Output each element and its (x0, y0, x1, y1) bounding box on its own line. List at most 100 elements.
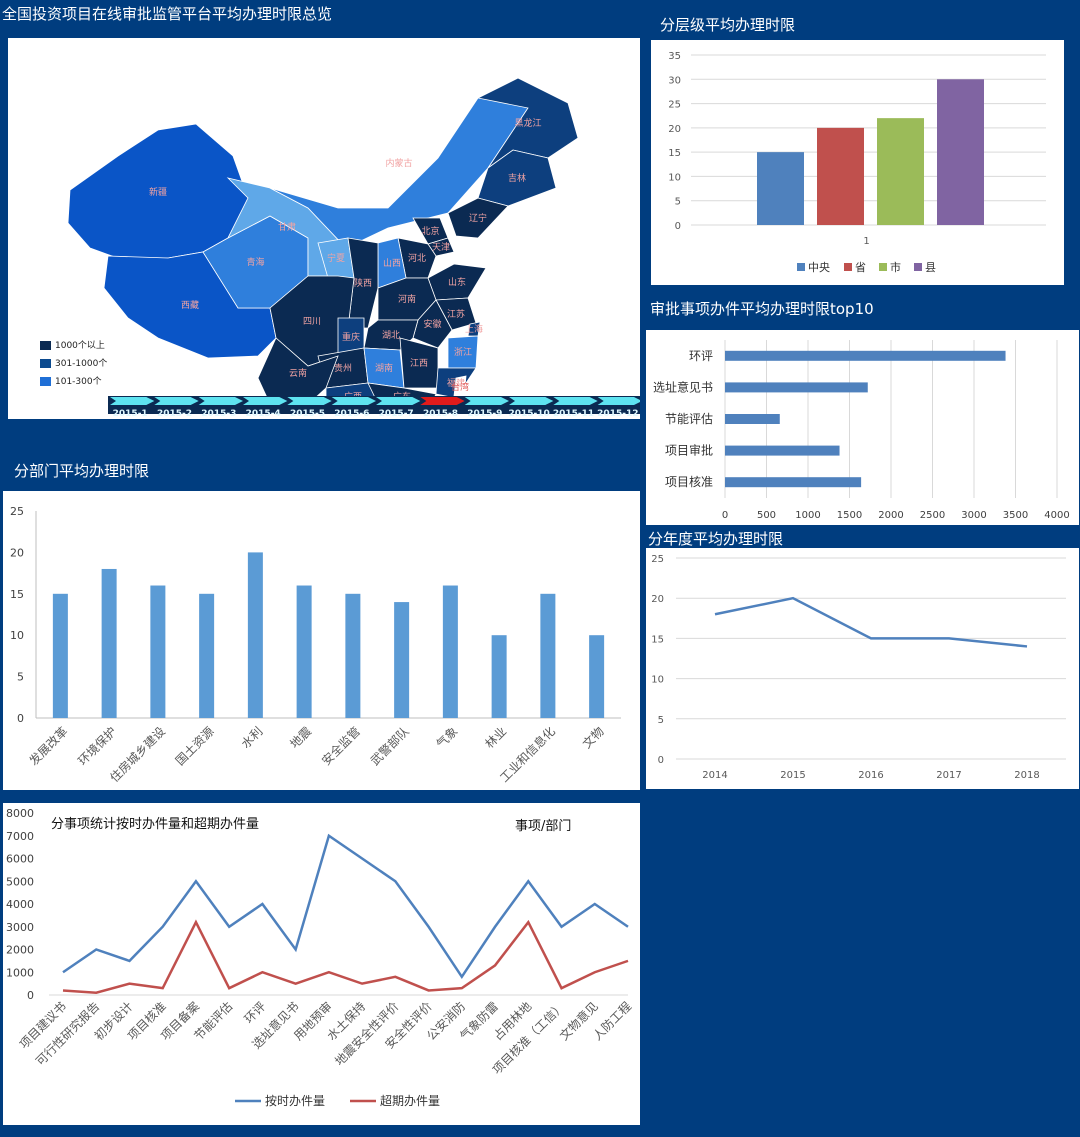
bar (817, 127, 864, 225)
legend-swatch (40, 341, 51, 350)
y-tick-label: 5 (658, 715, 664, 726)
bar (725, 445, 840, 456)
y-tick-label: 15 (10, 588, 24, 601)
map-legend: 1000个以上 301-1000个 101-300个 (40, 337, 107, 391)
timeline-label[interactable]: 2015-6 (334, 409, 369, 419)
dept-chart-panel: 0 5 10 15 20 25 发展改革 环境保护 住房城乡建设 国土资源 水利 地震 安全监管 武警部队… (3, 491, 640, 790)
y-tick-label: 20 (10, 546, 24, 559)
y-tick-label: 25 (10, 505, 24, 518)
timeline-label[interactable]: 2015-11 (553, 409, 594, 419)
level-chart-panel: 0 5 10 15 20 25 30 35 1 中央 省 市 县 (651, 40, 1064, 285)
legend-label: 1000个以上 (55, 341, 105, 351)
x-tick-label: 2017 (936, 770, 961, 781)
region-label: 吉林 (508, 172, 526, 184)
region-label: 陕西 (354, 277, 372, 289)
y-category-label: 项目审批 (665, 443, 713, 458)
timeline-label[interactable]: 2015-2 (157, 409, 192, 419)
x-tick-label: 文物 (579, 724, 607, 752)
legend-label: 301-1000个 (55, 359, 108, 369)
level-chart-title: 分层级平均办理时限 (660, 16, 796, 34)
region-label: 内蒙古 (385, 157, 412, 169)
x-tick-label: 2016 (858, 770, 883, 781)
region-label: 山西 (383, 258, 401, 269)
bar (491, 635, 507, 718)
bar (877, 118, 924, 225)
timeline-arrow (376, 397, 421, 405)
timeline-label[interactable]: 2015-5 (290, 409, 325, 419)
legend-swatch (40, 377, 51, 386)
x-tick-label: 2015 (780, 770, 805, 781)
timeline-label[interactable]: 2015-12 (597, 409, 638, 419)
timeline-arrow (287, 397, 332, 405)
level-chart: 0 5 10 15 20 25 30 35 1 中央 省 市 县 (668, 51, 1046, 274)
region-label: 天津 (432, 242, 450, 253)
legend-swatch (40, 359, 51, 368)
timeline-label[interactable]: 2015-10 (509, 409, 550, 419)
bar (345, 593, 361, 718)
x-tick-label: 4000 (1044, 510, 1069, 521)
bar (442, 585, 458, 718)
legend-item: 101-300个 (40, 373, 107, 391)
timeline-label[interactable]: 2015-3 (201, 409, 236, 419)
region-label: 西藏 (181, 299, 199, 311)
bar (725, 414, 780, 424)
year-chart-title: 分年度平均办理时限 (648, 530, 784, 548)
region-label: 河南 (398, 293, 416, 305)
series-line (62, 919, 629, 994)
y-tick-label: 5000 (6, 875, 34, 888)
y-tick-label: 1000 (6, 966, 34, 979)
region-label: 山东 (448, 276, 466, 288)
y-tick-label: 5 (17, 671, 24, 684)
y-tick-label: 25 (668, 100, 681, 111)
region-label: 重庆 (342, 331, 360, 343)
timeline-arrow (154, 397, 199, 405)
y-tick-label: 15 (651, 634, 664, 645)
region-liaoning[interactable] (447, 197, 509, 239)
y-tick-label: 10 (651, 675, 664, 686)
legend-label: 县 (925, 261, 936, 274)
timeline-label[interactable]: 2015-1 (113, 409, 148, 419)
region-label: 辽宁 (469, 212, 487, 224)
x-tick-label: 水利 (239, 724, 266, 751)
items-chart: 分事项统计按时办件量和超期办件量 事项/部门 0 1000 2000 3000 4000… (6, 807, 634, 1108)
region-label: 江西 (410, 358, 428, 369)
timeline-label[interactable]: 2015-4 (246, 409, 281, 419)
x-tick-label: 2000 (878, 510, 903, 521)
region-label: 江苏 (447, 308, 465, 320)
bar (101, 568, 117, 718)
x-tick-label: 2014 (702, 770, 727, 781)
x-tick-label: 1500 (837, 510, 862, 521)
region-label: 宁夏 (327, 252, 345, 264)
bar (540, 593, 556, 718)
x-tick-label: 国土资源 (173, 724, 217, 768)
timeline-arrow (198, 397, 243, 405)
legend-swatch (914, 263, 922, 271)
region-label: 北京 (421, 225, 439, 237)
y-tick-label: 4000 (6, 898, 34, 911)
timeline[interactable]: 2015-1 2015-2 2015-3 2015-4 2015-5 2015-6 2015… (108, 396, 640, 419)
region-tibet[interactable] (103, 251, 277, 359)
bar (150, 585, 166, 718)
region-label: 黑龙江 (514, 117, 541, 129)
legend-item: 1000个以上 (40, 337, 107, 355)
region-label: 上海 (465, 323, 483, 335)
region-label: 河北 (408, 252, 426, 264)
top10-chart: 0 500 1000 1500 2000 2500 3000 3500 4000 环评选址意见书节… (653, 340, 1070, 521)
x-tick-label: 3000 (961, 510, 986, 521)
items-chart-annotation: 事项/部门 (515, 819, 571, 834)
bar (199, 593, 215, 718)
region-label: 新疆 (149, 186, 167, 198)
y-tick-label: 6000 (6, 853, 34, 866)
y-category-label: 选址意见书 (653, 379, 713, 394)
timeline-label[interactable]: 2015-7 (379, 409, 414, 419)
timeline-label[interactable]: 2015-9 (467, 409, 502, 419)
timeline-label[interactable]: 2015-8 (423, 409, 458, 419)
legend-label: 超期办件量 (380, 1093, 440, 1108)
y-tick-label: 0 (17, 712, 24, 725)
x-tick-label: 地震 (287, 724, 314, 751)
legend-swatch (879, 263, 887, 271)
y-category-label: 环评 (689, 349, 713, 363)
timeline-arrow (420, 397, 465, 405)
region-label: 台湾 (451, 381, 469, 393)
